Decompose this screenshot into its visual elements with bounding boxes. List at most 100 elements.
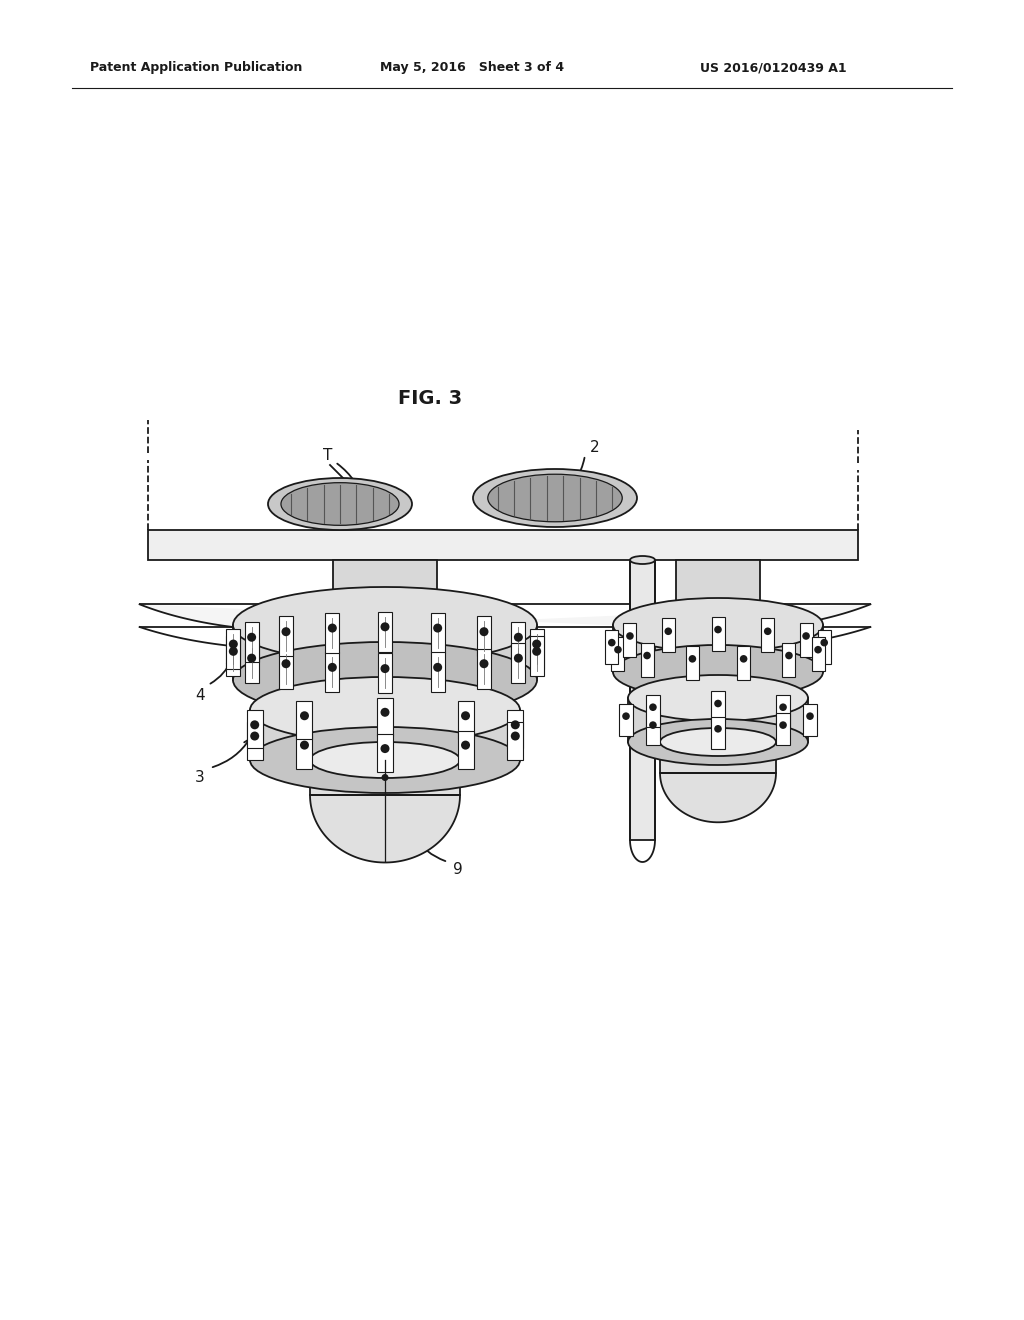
Circle shape <box>282 659 291 668</box>
Circle shape <box>608 639 615 647</box>
Polygon shape <box>310 795 460 862</box>
Circle shape <box>779 721 786 729</box>
Bar <box>458 731 473 768</box>
Bar <box>247 710 263 748</box>
Bar <box>611 636 625 671</box>
Circle shape <box>247 653 256 663</box>
Ellipse shape <box>630 556 655 564</box>
Bar <box>507 722 523 759</box>
Ellipse shape <box>268 478 412 531</box>
Ellipse shape <box>250 677 520 743</box>
Bar <box>605 630 618 664</box>
Ellipse shape <box>676 614 760 636</box>
Circle shape <box>714 725 722 733</box>
Circle shape <box>381 744 389 754</box>
Circle shape <box>250 731 259 741</box>
Bar <box>529 636 544 676</box>
Polygon shape <box>613 624 823 672</box>
Bar <box>511 622 525 663</box>
Polygon shape <box>333 680 437 710</box>
Circle shape <box>514 632 523 642</box>
Ellipse shape <box>660 729 776 756</box>
Circle shape <box>381 622 389 631</box>
Circle shape <box>433 623 442 632</box>
Circle shape <box>511 721 520 730</box>
Bar <box>812 636 824 671</box>
Circle shape <box>328 663 337 672</box>
Circle shape <box>479 627 488 636</box>
Circle shape <box>247 632 256 642</box>
Polygon shape <box>660 774 776 822</box>
Bar <box>326 612 339 653</box>
Bar <box>800 623 813 657</box>
Ellipse shape <box>333 611 437 639</box>
Bar <box>326 652 339 692</box>
Circle shape <box>228 640 238 648</box>
Bar <box>782 643 796 677</box>
Bar <box>431 612 444 653</box>
Circle shape <box>461 741 470 750</box>
Bar <box>737 645 751 680</box>
Bar <box>624 623 637 657</box>
Bar <box>297 731 312 768</box>
Circle shape <box>665 627 672 635</box>
Circle shape <box>300 741 309 750</box>
Circle shape <box>764 627 771 635</box>
Bar <box>529 628 544 669</box>
Bar <box>618 704 633 737</box>
Ellipse shape <box>628 719 808 766</box>
Circle shape <box>688 655 696 663</box>
Polygon shape <box>676 672 760 698</box>
Circle shape <box>382 774 388 781</box>
Bar <box>226 628 241 669</box>
Bar <box>507 710 523 748</box>
Circle shape <box>532 647 541 656</box>
Bar <box>245 643 259 682</box>
Circle shape <box>739 655 748 663</box>
Polygon shape <box>250 710 520 760</box>
Ellipse shape <box>233 587 537 663</box>
Circle shape <box>802 632 810 640</box>
Ellipse shape <box>310 742 460 777</box>
Circle shape <box>820 639 828 647</box>
Bar <box>711 717 725 748</box>
Text: 3: 3 <box>196 771 205 785</box>
Circle shape <box>649 704 656 711</box>
Ellipse shape <box>487 474 623 521</box>
Bar <box>377 698 393 735</box>
Text: US 2016/0120439 A1: US 2016/0120439 A1 <box>700 62 847 74</box>
Circle shape <box>643 652 651 659</box>
Circle shape <box>806 713 814 719</box>
Bar <box>279 648 293 689</box>
Ellipse shape <box>233 642 537 718</box>
Circle shape <box>514 653 523 663</box>
Circle shape <box>814 645 822 653</box>
Bar <box>458 701 473 739</box>
Bar <box>378 611 392 652</box>
Text: 4: 4 <box>737 681 746 696</box>
Text: Patent Application Publication: Patent Application Publication <box>90 62 302 74</box>
Polygon shape <box>660 742 776 774</box>
Circle shape <box>300 711 309 721</box>
Circle shape <box>433 663 442 672</box>
Bar <box>712 616 725 651</box>
Bar <box>641 643 653 677</box>
Circle shape <box>532 640 541 648</box>
Bar <box>377 734 393 772</box>
Bar <box>378 653 392 693</box>
Circle shape <box>461 711 470 721</box>
Bar <box>803 704 817 737</box>
Bar <box>776 696 791 727</box>
Circle shape <box>250 721 259 730</box>
Circle shape <box>479 659 488 668</box>
Polygon shape <box>630 560 655 840</box>
Circle shape <box>714 700 722 708</box>
Circle shape <box>649 721 656 729</box>
Circle shape <box>228 647 238 656</box>
Circle shape <box>328 623 337 632</box>
Polygon shape <box>333 560 437 624</box>
Bar <box>776 713 791 744</box>
Text: T: T <box>324 449 333 463</box>
Text: 4: 4 <box>196 688 205 702</box>
Circle shape <box>381 664 389 673</box>
